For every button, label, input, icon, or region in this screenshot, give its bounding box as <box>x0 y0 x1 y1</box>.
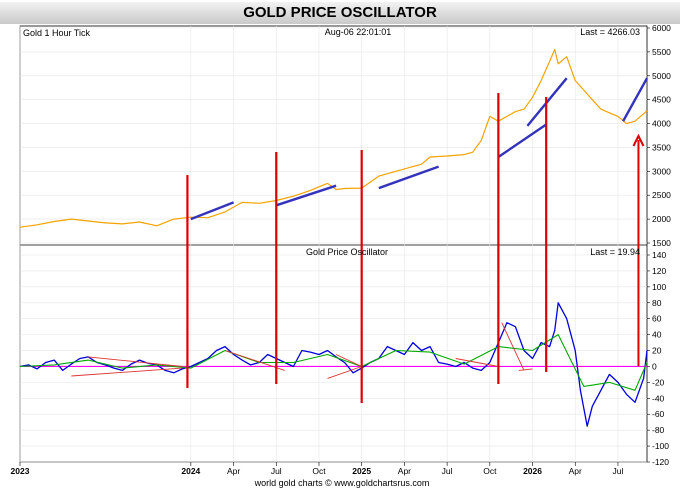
price-y-tick-label: 4500 <box>652 95 671 105</box>
price-panel-title: Gold 1 Hour Tick <box>23 28 91 38</box>
oscillator-last-value: Last = 19.94 <box>590 247 640 257</box>
price-trend-line <box>275 184 337 207</box>
oscillator-y-tick-label: 120 <box>652 266 666 276</box>
oscillator-y-tick-label: -60 <box>652 409 665 419</box>
x-tick-label: Oct <box>312 466 326 476</box>
oscillator-y-tick-label: 80 <box>652 298 662 308</box>
oscillator-y-tick-label: -40 <box>652 393 665 403</box>
price-y-tick-label: 5000 <box>652 71 671 81</box>
x-tick-label: 2023 <box>11 466 30 476</box>
oscillator-y-tick-label: -80 <box>652 425 665 435</box>
price-y-tick-label: 4000 <box>652 119 671 129</box>
price-trend-line <box>190 201 235 221</box>
oscillator-y-tick-label: 60 <box>652 314 662 324</box>
plot-frame <box>19 25 648 463</box>
price-y-tick-label: 2500 <box>652 190 671 200</box>
price-y-tick-label: 5500 <box>652 47 671 57</box>
x-tick-label: Apr <box>398 466 411 476</box>
x-tick-label: Oct <box>483 466 497 476</box>
footer-credit: world gold charts © www.goldchartsrus.co… <box>254 478 430 488</box>
signal-up-arrowhead <box>632 133 645 147</box>
price-trend-line <box>378 165 440 190</box>
divergence-line <box>501 322 525 371</box>
gold-price-line <box>19 48 648 228</box>
price-y-tick-label: 2000 <box>652 214 671 224</box>
oscillator-panel-title: Gold Price Oscillator <box>306 247 388 257</box>
x-tick-label: Jul <box>271 466 282 476</box>
divergence-line <box>335 354 362 367</box>
x-tick-label: 2025 <box>352 466 371 476</box>
price-y-tick-label: 1500 <box>652 238 671 248</box>
divergence-line <box>71 367 183 377</box>
oscillator-y-tick-label: -120 <box>652 457 669 467</box>
divergence-line <box>518 368 533 371</box>
x-tick-label: 2024 <box>181 466 200 476</box>
x-tick-label: 2026 <box>523 466 542 476</box>
axes-layer: 6000 5500 5000 4500 4000 3500 3000 2500 2000 1500… <box>11 23 672 476</box>
x-tick-label: Jul <box>442 466 453 476</box>
x-tick-label: Apr <box>569 466 582 476</box>
oscillator-line <box>19 302 648 427</box>
oscillator-y-tick-label: 100 <box>652 282 666 292</box>
x-tick-label: Apr <box>227 466 240 476</box>
chart-title: GOLD PRICE OSCILLATOR <box>0 2 680 24</box>
grid <box>19 26 647 463</box>
price-last-value: Last = 4266.03 <box>580 27 640 37</box>
price-panel-date: Aug-06 22:01:01 <box>325 27 392 37</box>
divergence-line <box>88 356 183 367</box>
divergence-line <box>455 358 499 367</box>
oscillator-y-tick-label: 0 <box>652 361 657 371</box>
divergence-line <box>327 366 362 379</box>
price-trend-line <box>622 77 649 122</box>
price-y-tick-label: 3000 <box>652 166 671 176</box>
price-y-tick-label: 3500 <box>652 142 671 152</box>
oscillator-y-tick-label: 140 <box>652 250 666 260</box>
x-tick-label: Jul <box>613 466 624 476</box>
divergence-line <box>224 350 285 371</box>
oscillator-y-tick-label: 20 <box>652 346 662 356</box>
oscillator-y-tick-label: -100 <box>652 441 669 451</box>
price-trend-line <box>497 123 547 158</box>
data-layer <box>19 48 649 427</box>
price-y-tick-label: 6000 <box>652 23 671 33</box>
oscillator-y-tick-label: 40 <box>652 330 662 340</box>
oscillator-y-tick-label: -20 <box>652 377 665 387</box>
